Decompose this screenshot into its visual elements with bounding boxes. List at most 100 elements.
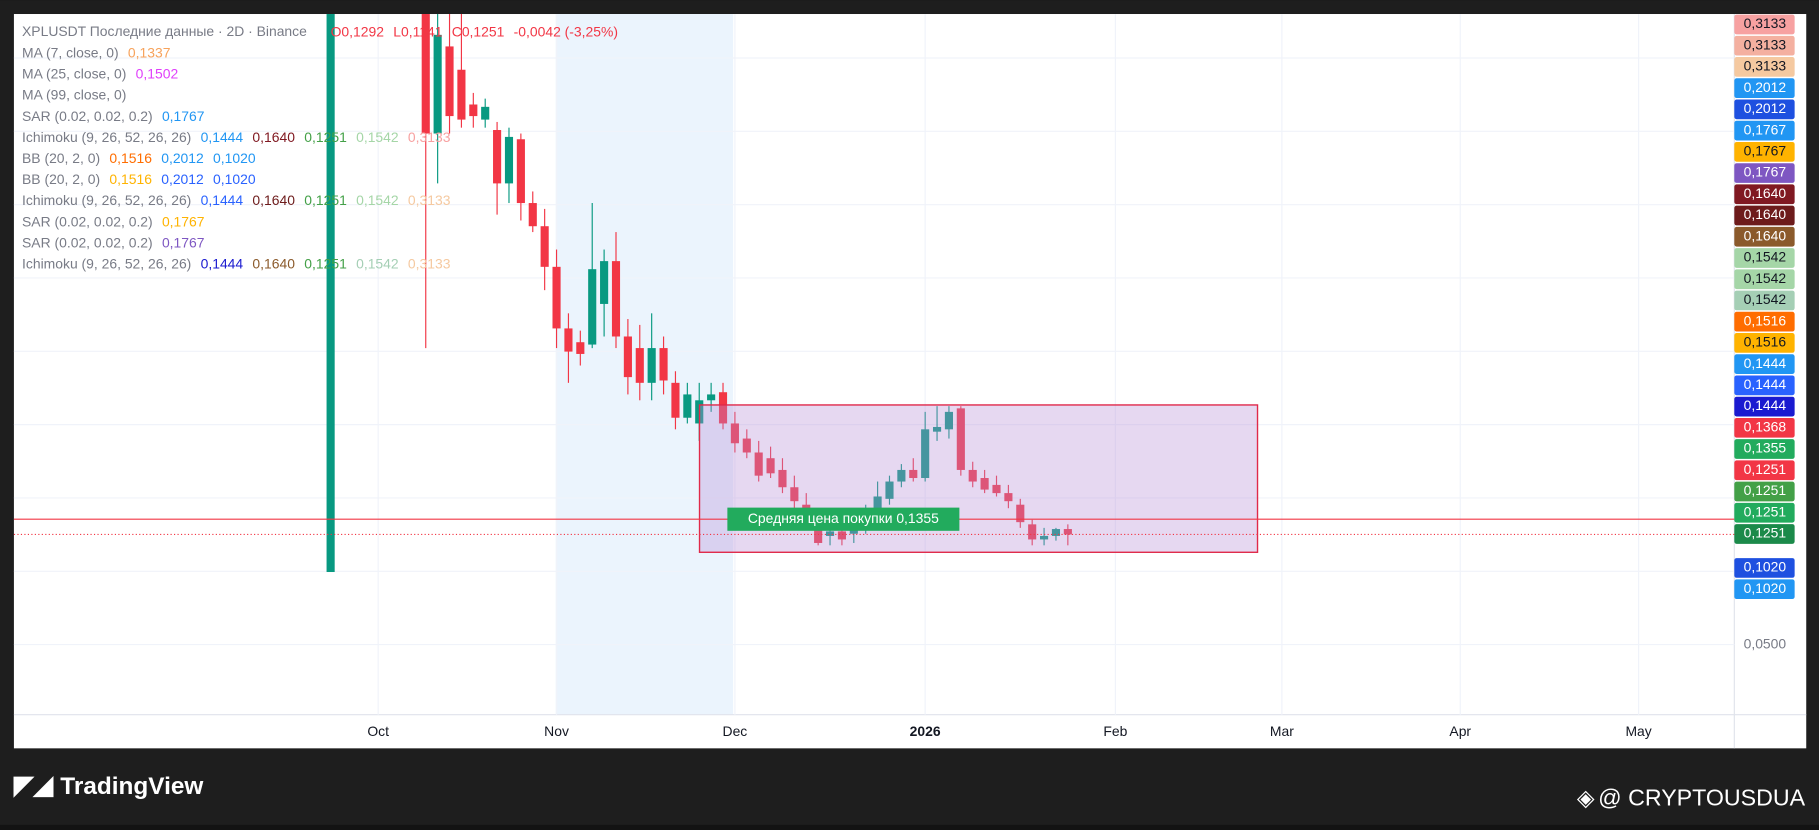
legend-value: 0,1251 [304, 255, 347, 271]
candle-body [885, 481, 894, 499]
price-label-bg [1734, 35, 1795, 56]
candle-body [921, 429, 930, 479]
candle-body [457, 69, 466, 120]
legend-name: SAR (0.02, 0.02, 0.2) [22, 213, 153, 229]
author: @ CRYPTOUSDUA [1598, 785, 1805, 811]
legend-value: 0,1502 [136, 65, 179, 81]
legend-name: Ichimoku (9, 26, 52, 26, 26) [22, 192, 191, 208]
candle-body [766, 458, 775, 474]
candle-body [1040, 535, 1049, 540]
candles [326, 14, 1072, 573]
price-label-bg [1734, 205, 1795, 226]
candle-body [504, 136, 514, 184]
author-icon: ◈ [1577, 785, 1595, 811]
x-tick-label: Feb [1103, 723, 1127, 739]
legend-value: 0,1767 [162, 234, 205, 250]
candle-body [968, 469, 977, 482]
x-tick-label: Dec [723, 723, 748, 739]
x-tick-label: Mar [1270, 723, 1294, 739]
price-label: 0,1516 [1744, 334, 1787, 350]
price-label-bg [1734, 396, 1795, 417]
ohlc-value: -0,0042 (-3,25%) [514, 23, 618, 39]
price-label: 0,1251 [1744, 503, 1787, 519]
candle-body [564, 328, 573, 352]
price-label: 0,1251 [1744, 525, 1787, 541]
candle-body [528, 203, 537, 227]
legend-value: 0,3133 [408, 192, 451, 208]
legend-row: Ichimoku (9, 26, 52, 26, 26) 0,1444 0,1640… [22, 255, 451, 271]
price-label: 0,1444 [1744, 355, 1787, 371]
chart-area [13, 14, 1807, 749]
legend-value: 0,2012 [161, 171, 204, 187]
candle-body [1051, 529, 1061, 536]
legend-value: 0,1020 [213, 171, 256, 187]
price-label: 0,1444 [1744, 376, 1787, 392]
candle-body [992, 484, 1001, 494]
price-label: 0,1020 [1744, 559, 1787, 575]
price-label: 0,1516 [1744, 312, 1787, 328]
legend-row: MA (25, close, 0) 0,1502 [22, 65, 178, 81]
candle-body [469, 104, 478, 117]
legend-value: 0,1640 [252, 255, 295, 271]
candle-body [576, 342, 585, 354]
price-label: 0,1767 [1744, 143, 1787, 159]
candle-body [552, 266, 561, 329]
candle-body [909, 469, 918, 479]
avg-price-label: Средняя цена покупки 0,1355 [748, 510, 939, 526]
price-label-bg [1734, 290, 1795, 311]
price-label-bg [1734, 558, 1795, 578]
ohlc-value: O0,1292 [331, 23, 385, 39]
candle-body [588, 269, 597, 345]
legend-row: Ichimoku (9, 26, 52, 26, 26) 0,1444 0,1640… [22, 192, 451, 208]
price-label-bg [1734, 184, 1795, 205]
price-label-bg [1734, 141, 1795, 162]
x-tick-label: 2026 [910, 723, 941, 739]
price-label-bg [1734, 524, 1795, 544]
legend-row: BB (20, 2, 0) 0,1516 0,2012 0,1020 [22, 171, 256, 187]
y-tick-label: 0,0500 [1744, 635, 1787, 651]
legend-value: 0,1767 [162, 213, 205, 229]
candle-body [421, 14, 430, 134]
candle-body [481, 106, 490, 120]
price-label-bg [1734, 99, 1795, 120]
price-label-bg [1734, 120, 1795, 141]
candle-body [493, 130, 502, 184]
candle-body [1063, 529, 1072, 535]
legend-value: 0,1640 [252, 192, 295, 208]
brand-logo: ◤◢ [13, 771, 55, 799]
legend-row: BB (20, 2, 0) 0,1516 0,2012 0,1020 [22, 150, 256, 166]
grid [13, 14, 1735, 715]
candle-body [1016, 504, 1025, 523]
candle-body [433, 34, 442, 134]
candle-body [932, 426, 942, 432]
candle-body [956, 408, 965, 470]
legend: MA (7, close, 0) 0,1337 MA (25, close, 0) 0… [22, 44, 451, 271]
price-label: 0,1640 [1744, 227, 1787, 243]
brand: TradingView [60, 773, 203, 800]
candle-body [445, 46, 454, 117]
candle-body [600, 261, 609, 304]
price-label-bg [1734, 417, 1795, 438]
candle-body [730, 423, 739, 444]
avg-price-badge [727, 507, 960, 531]
candle-body [718, 392, 728, 424]
legend-row: MA (99, close, 0) [22, 86, 126, 102]
legend-value: 0,1020 [213, 150, 256, 166]
legend-value: 0,3133 [408, 255, 451, 271]
legend-name: BB (20, 2, 0) [22, 171, 100, 187]
price-label: 0,3133 [1744, 15, 1787, 31]
price-label: 0,1368 [1744, 418, 1787, 434]
candle-body [516, 139, 525, 204]
overlay: Средняя цена покупки 0,1355 [13, 507, 1735, 536]
price-label-bg [1734, 460, 1795, 481]
legend-value: 0,1516 [109, 171, 152, 187]
candle-body [790, 487, 799, 502]
legend-row: MA (7, close, 0) 0,1337 [22, 44, 171, 60]
price-label: 0,1542 [1744, 291, 1787, 307]
x-tick-label: Apr [1449, 723, 1471, 739]
price-label-bg [1734, 163, 1795, 183]
price-label: 0,1640 [1744, 206, 1787, 222]
legend-value: 0,1542 [356, 192, 399, 208]
price-label-bg [1734, 269, 1795, 290]
